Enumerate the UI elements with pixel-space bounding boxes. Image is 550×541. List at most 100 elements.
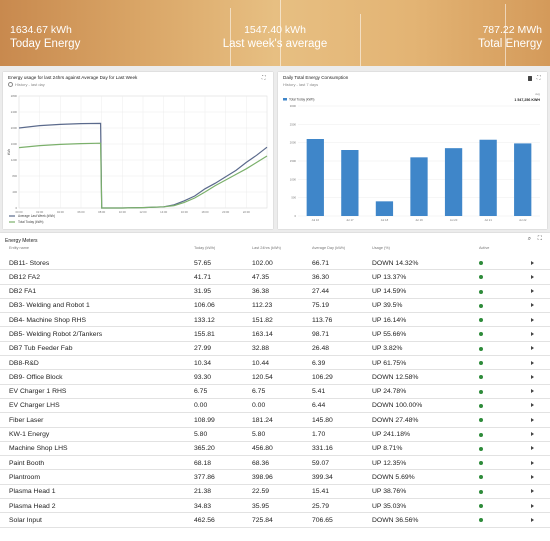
chevron-right-icon[interactable] bbox=[531, 289, 534, 294]
average-value: 399.34 bbox=[312, 473, 333, 481]
table-row[interactable]: DB12 FA2 41.71 47.35 36.30 UP 13.37% bbox=[0, 270, 550, 285]
chevron-right-icon[interactable] bbox=[531, 446, 534, 451]
chevron-right-icon[interactable] bbox=[531, 474, 534, 479]
chevron-right-icon[interactable] bbox=[531, 260, 534, 265]
bar bbox=[410, 157, 428, 216]
y-tick-label: 1000 bbox=[290, 177, 297, 181]
chevron-right-icon[interactable] bbox=[531, 460, 534, 465]
today-value: 41.71 bbox=[194, 273, 212, 281]
chevron-right-icon[interactable] bbox=[531, 489, 534, 494]
last24-value: 456.80 bbox=[252, 445, 273, 453]
entity-name: Plasma Head 1 bbox=[9, 488, 56, 496]
chevron-right-icon[interactable] bbox=[531, 331, 534, 336]
today-value: 57.65 bbox=[194, 259, 212, 267]
table-row[interactable]: DB3- Welding and Robot 1 106.06 112.23 75.1… bbox=[0, 299, 550, 314]
y-tick-label: 2000 bbox=[290, 141, 297, 145]
chevron-right-icon[interactable] bbox=[531, 360, 534, 365]
table-row[interactable]: Paint Booth 68.18 68.36 59.07 UP 12.35% bbox=[0, 456, 550, 471]
usage-value: DOWN 12.58% bbox=[372, 373, 419, 381]
series-line-0 bbox=[18, 122, 268, 209]
today-value: 108.99 bbox=[194, 416, 215, 424]
average-value: 106.29 bbox=[312, 373, 333, 381]
table-row[interactable]: Plasma Head 2 34.83 35.95 25.79 UP 35.03% bbox=[0, 499, 550, 514]
line-chart: 0 400 800 1200 1600 2000 2400 2800 00:00 02:00 04:… bbox=[7, 94, 268, 224]
today-value: 68.18 bbox=[194, 459, 212, 467]
chevron-right-icon[interactable] bbox=[531, 389, 534, 394]
last-week-value: 1547.40 kWh bbox=[244, 24, 306, 36]
x-tick-label: Jul 21 bbox=[484, 218, 492, 222]
average-value: 5.41 bbox=[312, 388, 326, 396]
table-row[interactable]: DB11- Stores 57.65 102.00 66.71 DOWN 14.32% bbox=[0, 256, 550, 271]
chevron-right-icon[interactable] bbox=[531, 503, 534, 508]
chevron-right-icon[interactable] bbox=[531, 274, 534, 279]
table-row[interactable]: Machine Shop LHS 365.20 456.80 331.16 UP 8.7… bbox=[0, 442, 550, 457]
legend-label: Total Today (kWh) bbox=[18, 220, 43, 224]
table-row[interactable]: DB5- Welding Robot 2/Tankers 155.81 163.14… bbox=[0, 327, 550, 342]
header-entity[interactable]: Entity name bbox=[9, 246, 30, 250]
header-active[interactable]: Active bbox=[479, 246, 490, 250]
table-row[interactable]: Plasma Head 1 21.38 22.59 15.41 UP 38.76% bbox=[0, 485, 550, 500]
last24-value: 102.00 bbox=[252, 259, 273, 267]
table-row[interactable]: DB8-R&D 10.34 10.44 6.39 UP 61.75% bbox=[0, 356, 550, 371]
bar-chart-card: Daily Total Energy Consumption History -… bbox=[278, 72, 547, 229]
table-row[interactable]: DB4- Machine Shop RHS 133.12 151.82 113.76 U… bbox=[0, 313, 550, 328]
search-icon[interactable]: ⌕ bbox=[527, 236, 532, 242]
entity-name: DB3- Welding and Robot 1 bbox=[9, 302, 90, 310]
average-value: 6.39 bbox=[312, 359, 326, 367]
last24-value: 151.82 bbox=[252, 316, 273, 324]
entity-name: DB4- Machine Shop RHS bbox=[9, 316, 87, 324]
table-row[interactable]: DB7 Tub Feeder Fab 27.99 32.88 26.48 UP 3.82… bbox=[0, 342, 550, 357]
today-value: 21.38 bbox=[194, 488, 212, 496]
table-row[interactable]: Solar Input 462.56 725.84 706.65 DOWN 36.56% bbox=[0, 513, 550, 528]
chevron-right-icon[interactable] bbox=[531, 403, 534, 408]
today-value: 27.99 bbox=[194, 345, 212, 353]
usage-value: UP 61.75% bbox=[372, 359, 407, 367]
table-row[interactable]: Plantroom 377.86 398.96 399.34 DOWN 5.69% bbox=[0, 470, 550, 485]
header-average[interactable]: Average Day (kWh) bbox=[312, 246, 346, 250]
table-row[interactable]: KW-1 Energy 5.80 5.80 1.70 UP 241.18% bbox=[0, 428, 550, 442]
table-row[interactable]: EV Charger LHS 0.00 0.00 6.44 DOWN 100.00% bbox=[0, 399, 550, 414]
usage-value: DOWN 100.00% bbox=[372, 402, 423, 410]
entity-name: DB2 FA1 bbox=[9, 288, 37, 296]
chevron-right-icon[interactable] bbox=[531, 432, 534, 437]
table-row[interactable]: DB2 FA1 31.95 36.38 27.44 UP 14.59% bbox=[0, 285, 550, 299]
chevron-right-icon[interactable] bbox=[531, 346, 534, 351]
today-value: 365.20 bbox=[194, 445, 215, 453]
header-last24[interactable]: Last 24hrs (kWh) bbox=[252, 246, 281, 250]
table-row[interactable]: Fiber Laser 108.99 181.24 145.80 DOWN 27.48% bbox=[0, 413, 550, 428]
header-today[interactable]: Today (kWh) bbox=[194, 246, 216, 250]
expand-icon[interactable]: ⛶ bbox=[537, 75, 541, 81]
table-row[interactable]: EV Charger 1 RHS 6.75 6.75 5.41 UP 24.78% bbox=[0, 385, 550, 399]
today-value: 34.83 bbox=[194, 502, 212, 510]
active-status-dot bbox=[479, 518, 483, 523]
y-tick-label: 2500 bbox=[290, 122, 297, 126]
expand-icon[interactable]: ⛶ bbox=[262, 75, 266, 81]
y-tick-label: 2400 bbox=[11, 110, 18, 114]
chevron-right-icon[interactable] bbox=[531, 374, 534, 379]
document-icon[interactable] bbox=[528, 76, 532, 81]
today-value: 31.95 bbox=[194, 288, 212, 296]
last24-value: 47.35 bbox=[252, 273, 270, 281]
entity-name: EV Charger 1 RHS bbox=[9, 388, 67, 396]
x-tick-label: 04:00 bbox=[57, 210, 64, 214]
header-usage[interactable]: Usage (%) bbox=[372, 246, 390, 250]
chevron-right-icon[interactable] bbox=[531, 517, 534, 522]
usage-value: UP 3.82% bbox=[372, 345, 403, 353]
entity-name: EV Charger LHS bbox=[9, 402, 60, 410]
usage-value: UP 12.35% bbox=[372, 459, 407, 467]
x-tick-label: 10:00 bbox=[119, 210, 126, 214]
today-value: 106.06 bbox=[194, 302, 215, 310]
chevron-right-icon[interactable] bbox=[531, 417, 534, 422]
bar bbox=[479, 139, 497, 216]
x-tick-label: 20:00 bbox=[222, 210, 229, 214]
last24-value: 725.84 bbox=[252, 516, 273, 524]
chevron-right-icon[interactable] bbox=[531, 317, 534, 322]
usage-value: UP 35.03% bbox=[372, 502, 407, 510]
active-status-dot bbox=[479, 461, 483, 466]
x-tick-label: Jul 16 bbox=[312, 218, 320, 222]
chevron-right-icon[interactable] bbox=[531, 303, 534, 308]
table-row[interactable]: DB9- Office Block 93.30 120.54 106.29 DOWN 1… bbox=[0, 370, 550, 385]
active-status-dot bbox=[479, 504, 483, 509]
expand-icon[interactable]: ⛶ bbox=[537, 236, 542, 242]
avg-value: 1 547,256 KWH bbox=[514, 98, 540, 102]
